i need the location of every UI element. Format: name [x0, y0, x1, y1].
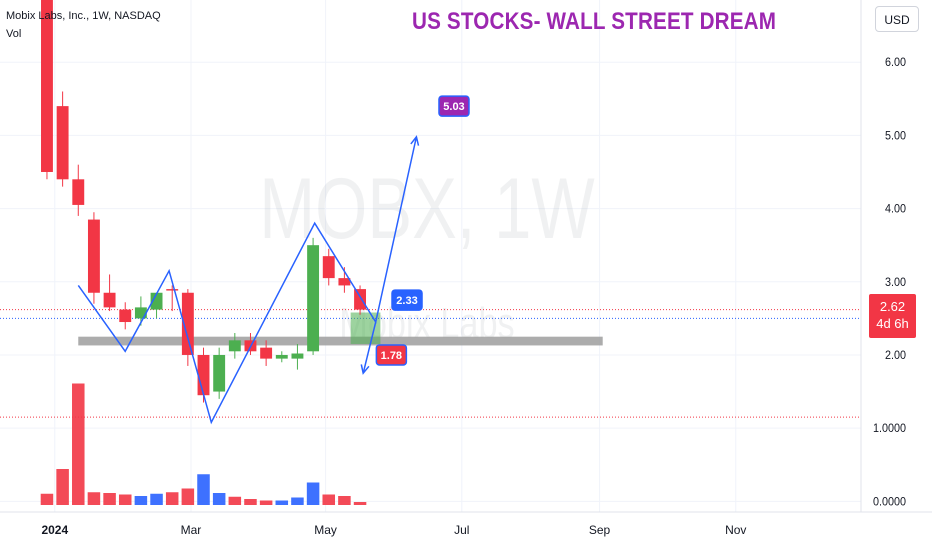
time-axis: 2024 Mar May Jul Sep Nov — [41, 523, 746, 537]
candle-body — [119, 309, 132, 323]
price-axis-tick-label: 4.00 — [885, 203, 906, 216]
volume-layer — [40, 383, 367, 505]
candle-body — [181, 292, 194, 355]
annotation-layer — [78, 312, 603, 346]
price-label-text: 5.03 — [443, 101, 464, 113]
volume-bar — [56, 469, 69, 505]
candle-body — [213, 354, 226, 392]
last-price: 2.62 — [879, 299, 906, 314]
candle-body — [228, 340, 241, 352]
projection-path-layer — [77, 135, 420, 425]
volume-bar — [87, 492, 101, 505]
volume-bar — [291, 497, 304, 505]
arrowhead-up — [410, 135, 420, 146]
candle-body — [56, 106, 69, 180]
candle-body — [87, 219, 100, 293]
candle-body — [322, 256, 335, 279]
price-label-text: 1.78 — [381, 350, 402, 362]
volume-bar — [165, 492, 179, 505]
price-label-box — [391, 289, 423, 311]
chart-headline: US STOCKS- WALL STREET DREAM — [412, 8, 777, 35]
volume-bar — [338, 496, 351, 505]
volume-bar — [150, 493, 163, 505]
volume-bar — [306, 482, 320, 505]
candle-body — [134, 307, 147, 319]
projection-path — [77, 136, 418, 425]
candles-layer — [41, 0, 367, 403]
price-axis-tick-label: 3.00 — [885, 276, 906, 289]
volume-bar — [228, 496, 242, 505]
candle-body — [260, 347, 273, 359]
price-labels-layer: 5.03 2.33 1.78 — [375, 95, 470, 366]
arrowhead-down — [360, 364, 370, 375]
volume-bar — [212, 493, 226, 505]
bar-countdown: 4d 6h — [876, 316, 909, 331]
volume-bar — [275, 500, 289, 505]
volume-bar — [322, 494, 336, 505]
time-axis-tick-label: 2024 — [41, 523, 68, 537]
last-price-badge: 2.62 4d 6h — [869, 294, 916, 338]
candle-body — [338, 278, 351, 286]
time-axis-tick-label: May — [314, 523, 337, 537]
time-axis-tick-label: Mar — [181, 523, 202, 537]
price-axis-tick-label: 6.00 — [885, 57, 906, 70]
volume-bar — [244, 499, 257, 505]
price-axis-tick-label: 1.0000 — [873, 423, 906, 436]
target-zone-box — [350, 312, 381, 344]
volume-bar — [103, 493, 116, 505]
time-axis-tick-label: Nov — [725, 523, 746, 537]
price-axis-tick-label: 5.00 — [885, 130, 906, 143]
price-label-box — [438, 95, 470, 117]
candle-body — [41, 0, 53, 172]
price-lines-layer — [0, 309, 861, 418]
price-label-box — [375, 344, 408, 366]
candle-body — [291, 353, 304, 359]
volume-bar — [118, 494, 132, 505]
watermark-symbol: MOBX, 1W — [259, 161, 595, 257]
candle-body — [197, 354, 210, 396]
volume-bar — [181, 488, 195, 505]
support-band — [78, 336, 603, 346]
symbol-description: Mobix Labs, Inc., 1W, NASDAQ — [6, 10, 161, 22]
price-axis: 6.00 5.00 4.00 3.00 2.00 1.0000 0.0000 — [873, 57, 906, 509]
time-axis-tick-label: Sep — [589, 523, 611, 537]
price-axis-tick-label: 0.0000 — [873, 496, 906, 509]
volume-bar — [197, 474, 210, 505]
candle-body — [150, 292, 163, 310]
price-label-text: 2.33 — [396, 295, 417, 307]
projection-path-down — [362, 321, 377, 374]
volume-bar — [259, 500, 273, 505]
candle-body — [72, 179, 85, 205]
currency-button[interactable]: USD — [875, 6, 919, 32]
candle-body — [354, 289, 367, 310]
volume-bar — [40, 493, 54, 505]
candle-body — [166, 289, 179, 291]
candle-body — [275, 354, 288, 359]
volume-bar — [72, 383, 85, 505]
candle-body — [307, 245, 320, 352]
volume-indicator-label[interactable]: Vol — [6, 28, 22, 40]
candle-body — [103, 292, 116, 308]
volume-bar — [353, 502, 367, 505]
grid-layer — [0, 0, 861, 512]
price-axis-tick-label: 2.00 — [885, 350, 906, 363]
time-axis-tick-label: Jul — [454, 523, 469, 537]
volume-bar — [134, 496, 148, 505]
